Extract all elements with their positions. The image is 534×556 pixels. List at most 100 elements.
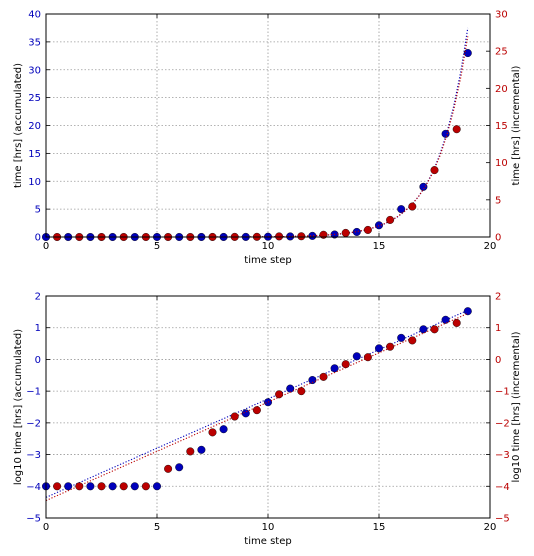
incremental-point xyxy=(297,387,306,396)
y-left-axis-label: time [hrs] (accumulated) xyxy=(13,63,24,188)
y-right-tick-label: 5 xyxy=(495,195,501,206)
incremental-point xyxy=(97,482,106,491)
x-axis-label: time step xyxy=(244,255,291,266)
plot-frame xyxy=(45,13,491,238)
accumulated-point xyxy=(397,205,406,214)
incremental-point xyxy=(386,215,395,224)
y-left-tick-label: −4 xyxy=(26,482,41,493)
y-left-axis-label: log10 time [hrs] (accumulated) xyxy=(13,329,24,485)
incremental-point xyxy=(164,464,173,473)
accumulated-point xyxy=(397,333,406,342)
incremental-point xyxy=(141,482,150,491)
accumulated-point xyxy=(197,445,206,454)
x-tick-label: 15 xyxy=(373,522,386,533)
accumulated-point xyxy=(108,482,117,491)
accumulated-point xyxy=(130,482,139,491)
incremental-point xyxy=(386,342,395,351)
accumulated-point xyxy=(308,231,317,240)
y-right-tick-label: 15 xyxy=(495,121,508,132)
accumulated-point xyxy=(352,227,361,236)
y-right-tick-label: −2 xyxy=(495,418,510,429)
y-right-tick-label: 20 xyxy=(495,84,508,95)
y-right-tick-label: 0 xyxy=(495,233,501,244)
incremental-point xyxy=(75,482,84,491)
y-left-tick-label: 0 xyxy=(35,233,41,244)
y-left-tick-label: −1 xyxy=(26,387,41,398)
plot-frame xyxy=(45,295,491,519)
accumulated-point xyxy=(441,129,450,138)
incremental-fit-line xyxy=(46,36,469,238)
incremental-point xyxy=(341,360,350,369)
accumulated-point xyxy=(441,315,450,324)
y-right-tick-label: 1 xyxy=(495,323,501,334)
y-right-tick-label: −5 xyxy=(495,514,510,525)
incremental-point xyxy=(119,482,128,491)
accumulated-point xyxy=(286,384,295,393)
incremental-point xyxy=(230,412,239,421)
incremental-point xyxy=(430,166,439,175)
incremental-point xyxy=(186,447,195,456)
y-right-tick-label: 10 xyxy=(495,158,508,169)
x-tick-label: 5 xyxy=(154,241,160,252)
chart-1: 0 5 10 15 200510152025303540051015202530time… xyxy=(13,10,522,267)
incremental-point xyxy=(452,318,461,327)
x-tick-label: 5 xyxy=(154,522,160,533)
x-tick-label: 20 xyxy=(484,241,497,252)
y-left-tick-label: 30 xyxy=(28,65,41,76)
y-right-tick-label: −3 xyxy=(495,450,510,461)
accumulated-point xyxy=(219,425,228,434)
incremental-point xyxy=(208,428,217,437)
y-left-tick-label: 10 xyxy=(28,177,41,188)
accumulated-point xyxy=(152,482,161,491)
accumulated-point xyxy=(241,409,250,418)
accumulated-point xyxy=(352,352,361,361)
accumulated-point xyxy=(86,482,95,491)
incremental-point xyxy=(297,232,306,241)
incremental-point xyxy=(408,202,417,211)
accumulated-point xyxy=(175,463,184,472)
y-left-tick-label: −2 xyxy=(26,418,41,429)
x-tick-label: 0 xyxy=(43,522,49,533)
y-right-tick-label: 0 xyxy=(495,355,501,366)
accumulated-point xyxy=(463,49,472,58)
y-left-tick-label: 1 xyxy=(35,323,41,334)
y-left-tick-label: 0 xyxy=(35,355,41,366)
x-axis-label: time step xyxy=(244,536,291,547)
incremental-point xyxy=(408,336,417,345)
accumulated-point xyxy=(64,482,73,491)
incremental-point xyxy=(53,482,62,491)
y-left-tick-label: 2 xyxy=(35,292,41,303)
y-right-tick-label: −4 xyxy=(495,482,510,493)
y-left-tick-label: 35 xyxy=(28,37,41,48)
y-left-tick-label: 5 xyxy=(35,205,41,216)
accumulated-point xyxy=(419,325,428,334)
y-right-tick-label: 25 xyxy=(495,47,508,58)
incremental-point xyxy=(363,353,372,362)
y-left-tick-label: −5 xyxy=(26,514,41,525)
x-tick-label: 15 xyxy=(373,241,386,252)
y-right-axis-label: time [hrs] (incremental) xyxy=(511,65,522,185)
incremental-point xyxy=(363,225,372,234)
accumulated-point xyxy=(419,182,428,191)
y-right-tick-label: 30 xyxy=(495,10,508,21)
x-tick-label: 10 xyxy=(262,522,275,533)
incremental-fit-line xyxy=(45,312,469,502)
x-tick-label: 0 xyxy=(43,241,49,252)
y-left-tick-label: 40 xyxy=(28,10,41,21)
accumulated-point xyxy=(264,398,273,407)
incremental-point xyxy=(275,390,284,399)
accumulated-fit-line xyxy=(46,27,469,238)
incremental-point xyxy=(275,232,284,241)
x-tick-label: 10 xyxy=(262,241,275,252)
y-right-axis-label: log10 time [hrs] (incremental) xyxy=(511,331,522,482)
y-left-tick-label: 20 xyxy=(28,121,41,132)
accumulated-point xyxy=(308,376,317,385)
incremental-point xyxy=(430,325,439,334)
y-left-tick-label: −3 xyxy=(26,450,41,461)
x-tick-label: 20 xyxy=(484,522,497,533)
y-right-tick-label: −1 xyxy=(495,387,510,398)
y-left-tick-label: 15 xyxy=(28,149,41,160)
incremental-point xyxy=(452,125,461,134)
